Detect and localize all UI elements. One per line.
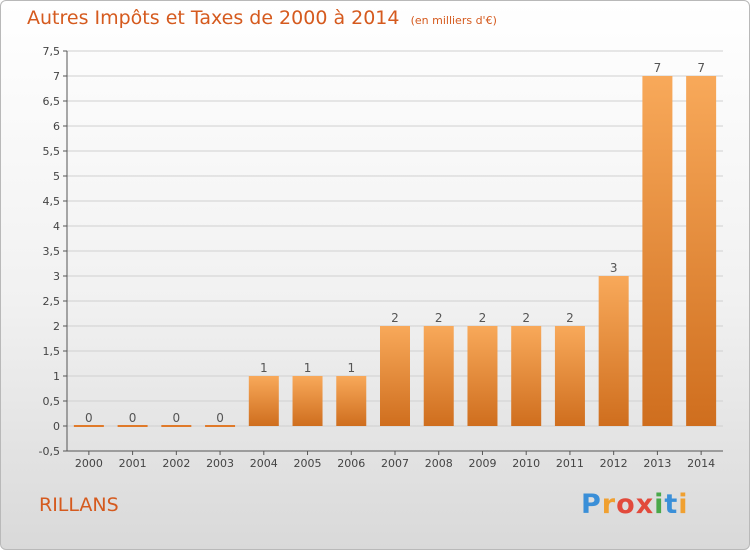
logo-letter: x — [635, 489, 655, 520]
y-tick-label: 7 — [53, 70, 60, 83]
bar-2006 — [336, 376, 367, 426]
logo-letter: o — [616, 489, 636, 520]
proxiti-logo[interactable]: Proxiti — [581, 489, 689, 520]
chart-subtitle: (en milliers d'€) — [410, 14, 497, 27]
data-label: 0 — [173, 411, 181, 425]
commune-name: RILLANS — [39, 494, 119, 516]
logo-letter: t — [664, 489, 679, 520]
y-tick-label: 5,5 — [43, 145, 61, 158]
x-tick-label: 2004 — [250, 457, 278, 470]
y-tick-label: 5 — [53, 170, 60, 183]
y-tick-label: 3 — [53, 270, 60, 283]
bar-2010 — [511, 326, 542, 426]
y-tick-label: 4,5 — [43, 195, 61, 208]
y-tick-label: 1 — [53, 370, 60, 383]
chart-title-block: Autres Impôts et Taxes de 2000 à 2014 (e… — [27, 7, 497, 29]
data-label: 2 — [435, 311, 443, 325]
x-tick-label: 2012 — [600, 457, 628, 470]
x-tick-label: 2003 — [206, 457, 234, 470]
data-label: 7 — [654, 61, 662, 75]
logo-letter: i — [654, 489, 665, 520]
y-tick-label: 4 — [53, 220, 60, 233]
logo-letter: i — [678, 489, 689, 520]
data-label: 0 — [85, 411, 93, 425]
x-tick-label: 2007 — [381, 457, 409, 470]
data-label: 0 — [216, 411, 224, 425]
bar-2012 — [598, 276, 629, 426]
y-tick-label: 0,5 — [43, 395, 61, 408]
y-tick-label: 7,5 — [43, 45, 61, 58]
y-tick-label: 1,5 — [43, 345, 61, 358]
y-tick-label: 2,5 — [43, 295, 61, 308]
x-tick-label: 2011 — [556, 457, 584, 470]
x-tick-label: 2002 — [162, 457, 190, 470]
logo-letter: P — [581, 489, 602, 520]
data-label: 2 — [391, 311, 399, 325]
x-tick-label: 2005 — [294, 457, 322, 470]
y-tick-label: 6,5 — [43, 95, 61, 108]
bar-2014 — [686, 76, 717, 426]
y-tick-label: 2 — [53, 320, 60, 333]
bar-2005 — [292, 376, 323, 426]
data-label: 2 — [522, 311, 530, 325]
y-tick-label: 3,5 — [43, 245, 61, 258]
data-label: 7 — [697, 61, 705, 75]
chart-title: Autres Impôts et Taxes de 2000 à 2014 — [27, 7, 400, 29]
x-tick-label: 2009 — [468, 457, 496, 470]
x-tick-label: 2001 — [119, 457, 147, 470]
bar-2009 — [467, 326, 498, 426]
x-tick-label: 2010 — [512, 457, 540, 470]
y-tick-label: 0 — [53, 420, 60, 433]
y-tick-label: -0,5 — [39, 445, 60, 458]
data-label: 1 — [347, 361, 355, 375]
bar-2011 — [554, 326, 585, 426]
bar-2013 — [642, 76, 673, 426]
bar-2004 — [248, 376, 279, 426]
data-label: 0 — [129, 411, 137, 425]
data-label: 1 — [260, 361, 268, 375]
x-tick-label: 2008 — [425, 457, 453, 470]
bar-2007 — [380, 326, 410, 426]
x-tick-label: 2013 — [643, 457, 671, 470]
data-label: 1 — [304, 361, 312, 375]
x-tick-label: 2014 — [687, 457, 715, 470]
logo-letter: r — [601, 489, 617, 520]
x-tick-label: 2006 — [337, 457, 365, 470]
bar-2008 — [423, 326, 454, 426]
data-label: 3 — [610, 261, 618, 275]
data-label: 2 — [479, 311, 487, 325]
x-tick-label: 2000 — [75, 457, 103, 470]
bar-chart: 0 0 0 0 1 1 1 2 2 2 2 2 3 7 7 -0,5 0 0,5 1 1,5 2 2,5 3 3,5 4 4,5… — [39, 45, 723, 470]
data-label: 2 — [566, 311, 574, 325]
y-tick-label: 6 — [53, 120, 60, 133]
